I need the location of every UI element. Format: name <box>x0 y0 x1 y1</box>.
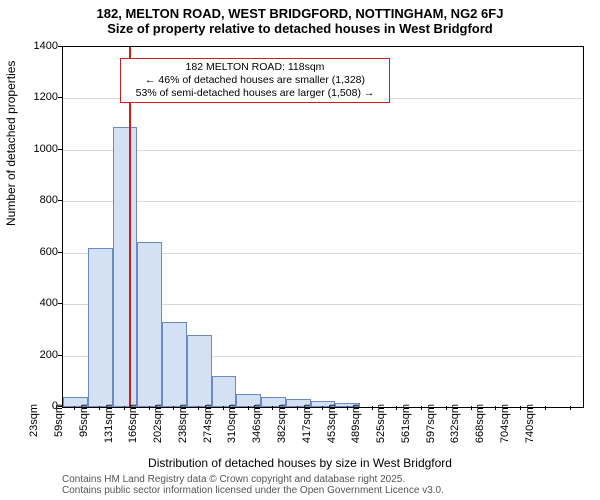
x-tick-mark <box>495 406 496 410</box>
x-tick-mark <box>223 406 224 410</box>
x-tick-mark <box>74 406 75 410</box>
footer-note: Contains HM Land Registry data © Crown c… <box>62 474 444 496</box>
x-tick-label: 346sqm <box>251 404 263 454</box>
x-axis-label: Distribution of detached houses by size … <box>0 456 600 470</box>
x-tick-label: 310sqm <box>226 404 238 454</box>
x-tick-label: 561sqm <box>400 404 412 454</box>
y-tick-label: 600 <box>8 246 58 258</box>
x-tick-mark <box>297 406 298 410</box>
x-tick-mark <box>173 406 174 410</box>
x-tick-label: 489sqm <box>350 404 362 454</box>
x-tick-mark <box>545 406 546 410</box>
y-tick-mark <box>58 252 62 253</box>
x-tick-mark <box>396 406 397 410</box>
x-tick-label: 95sqm <box>78 404 90 454</box>
histogram-bar <box>162 322 187 407</box>
x-tick-mark <box>372 406 373 410</box>
y-tick-mark <box>58 200 62 201</box>
x-tick-label: 59sqm <box>53 404 65 454</box>
y-tick-label: 800 <box>8 194 58 206</box>
x-tick-label: 274sqm <box>202 404 214 454</box>
x-tick-label: 382sqm <box>276 404 288 454</box>
histogram-bar <box>113 127 138 407</box>
x-tick-label: 453sqm <box>326 404 338 454</box>
y-tick-label: 1000 <box>8 143 58 155</box>
x-tick-label: 166sqm <box>127 404 139 454</box>
x-tick-label: 202sqm <box>152 404 164 454</box>
y-tick-mark <box>58 149 62 150</box>
chart-title-sub: Size of property relative to detached ho… <box>0 21 600 38</box>
footer-line1: Contains HM Land Registry data © Crown c… <box>62 474 444 485</box>
x-tick-label: 632sqm <box>449 404 461 454</box>
x-tick-mark <box>124 406 125 410</box>
x-tick-label: 238sqm <box>177 404 189 454</box>
x-tick-label: 704sqm <box>499 404 511 454</box>
x-tick-mark <box>421 406 422 410</box>
x-tick-label: 417sqm <box>301 404 313 454</box>
y-tick-label: 1200 <box>8 91 58 103</box>
histogram-bar <box>187 335 212 407</box>
y-tick-mark <box>58 97 62 98</box>
x-tick-mark <box>99 406 100 410</box>
y-tick-mark <box>58 46 62 47</box>
x-tick-mark <box>198 406 199 410</box>
x-tick-mark <box>570 406 571 410</box>
x-tick-mark <box>149 406 150 410</box>
annotation-box: 182 MELTON ROAD: 118sqm ← 46% of detache… <box>120 58 390 103</box>
y-tick-label: 400 <box>8 297 58 309</box>
histogram-bar <box>212 376 237 407</box>
x-tick-mark <box>347 406 348 410</box>
y-tick-label: 200 <box>8 349 58 361</box>
x-tick-mark <box>272 406 273 410</box>
histogram-bar <box>137 242 162 407</box>
x-tick-label: 23sqm <box>28 404 40 454</box>
x-tick-mark <box>520 406 521 410</box>
annotation-line3: 53% of semi-detached houses are larger (… <box>125 87 385 100</box>
histogram-bar <box>88 248 113 407</box>
x-tick-mark <box>322 406 323 410</box>
chart-title-main: 182, MELTON ROAD, WEST BRIDGFORD, NOTTIN… <box>0 0 600 21</box>
y-tick-mark <box>58 355 62 356</box>
chart-container: 182, MELTON ROAD, WEST BRIDGFORD, NOTTIN… <box>0 0 600 500</box>
y-tick-label: 1400 <box>8 40 58 52</box>
gridline <box>63 150 583 151</box>
annotation-line2: ← 46% of detached houses are smaller (1,… <box>125 74 385 87</box>
footer-line2: Contains public sector information licen… <box>62 485 444 496</box>
x-tick-label: 668sqm <box>474 404 486 454</box>
x-tick-label: 131sqm <box>103 404 115 454</box>
x-tick-mark <box>446 406 447 410</box>
x-tick-mark <box>248 406 249 410</box>
y-tick-mark <box>58 303 62 304</box>
annotation-line1: 182 MELTON ROAD: 118sqm <box>125 61 385 74</box>
x-tick-label: 740sqm <box>524 404 536 454</box>
gridline <box>63 201 583 202</box>
x-tick-mark <box>471 406 472 410</box>
x-tick-label: 597sqm <box>425 404 437 454</box>
x-tick-label: 525sqm <box>375 404 387 454</box>
